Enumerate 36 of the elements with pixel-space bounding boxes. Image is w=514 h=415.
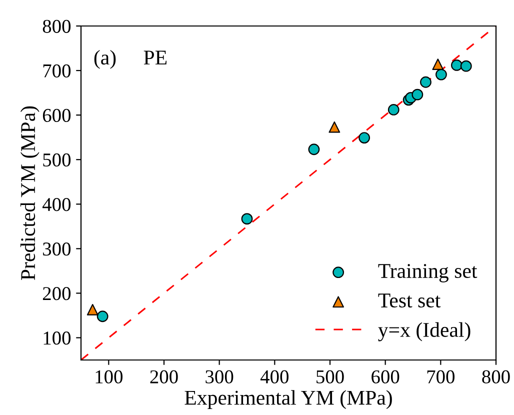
point: [451, 59, 462, 71]
x-tick-label: 300: [206, 370, 234, 384]
x-axis-title: Experimental YM (MPa): [184, 390, 392, 410]
point: [308, 144, 320, 156]
point: [241, 213, 253, 225]
point: [358, 132, 370, 144]
point: [86, 304, 98, 316]
x-tick-label: 200: [150, 370, 178, 384]
legend-label: Training set: [378, 264, 478, 282]
x-tick-label: 500: [316, 370, 344, 384]
legend-label: Test set: [378, 294, 441, 308]
point: [420, 76, 432, 88]
point: [328, 121, 340, 133]
point: [96, 310, 108, 322]
x-tick-label: 100: [96, 370, 123, 384]
annotation: PE: [144, 50, 167, 64]
y-axis-title: Predicted YM (MPa): [20, 106, 40, 280]
x-tick-label: 800: [482, 370, 510, 384]
y-tick-label: 500: [43, 153, 71, 167]
legend-label: y=x (Ideal): [378, 322, 470, 342]
point: [388, 104, 400, 116]
x-tick-label: 400: [260, 370, 289, 384]
point: [432, 58, 444, 70]
y-tick-label: 400: [42, 198, 71, 212]
point: [460, 60, 472, 72]
x-tick-label: 600: [372, 370, 400, 384]
point: [436, 68, 447, 80]
y-tick-label: 200: [42, 287, 71, 300]
y-tick-label: 700: [43, 64, 71, 78]
x-tick-label: 700: [427, 370, 455, 384]
point: [412, 88, 424, 100]
y-tick-label: 800: [42, 20, 71, 33]
annotation: (a): [94, 50, 116, 69]
y-tick-label: 600: [42, 108, 71, 122]
y-tick-label: 300: [43, 242, 71, 256]
y-tick-label: 100: [44, 332, 71, 345]
